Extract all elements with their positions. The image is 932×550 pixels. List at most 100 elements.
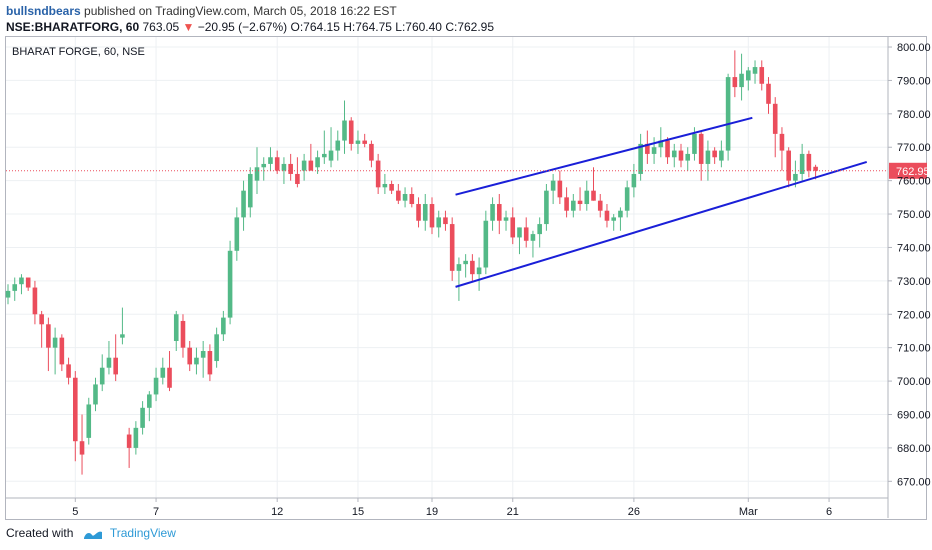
candle-body (140, 407, 145, 428)
candle-body (638, 143, 643, 174)
candle-body (160, 367, 166, 378)
candle-body (523, 227, 529, 241)
candle-body (254, 167, 260, 181)
candle-body (490, 204, 495, 221)
candle-body (530, 234, 536, 241)
candle (611, 214, 616, 231)
candle-body (12, 284, 18, 291)
candle (389, 180, 394, 195)
candle (449, 217, 455, 281)
candle (59, 334, 65, 372)
candle-body (5, 290, 11, 298)
candle-body (732, 77, 738, 88)
price-axis[interactable]: 670.00 680.00 690.00 700.00 710.00 720.00 730.… (887, 37, 931, 518)
trendlines (455, 116, 868, 288)
candle-body (402, 194, 408, 201)
candle (443, 210, 448, 231)
candle-body (517, 227, 522, 238)
time-axis[interactable]: 5 7 12 15 19 21 26 Mar 6 (6, 497, 888, 518)
candle-body (584, 190, 590, 205)
candle (247, 167, 253, 218)
y-tick-label: 680.00 (897, 443, 931, 455)
candle (624, 180, 630, 218)
candle (752, 60, 758, 84)
candle-body (86, 404, 92, 438)
candle (638, 133, 643, 181)
candle-body (813, 166, 818, 171)
candle-body (120, 334, 125, 338)
candle-body (389, 183, 394, 191)
candle (618, 207, 623, 231)
high-value: H:764.75 (343, 20, 392, 34)
candle (348, 117, 354, 151)
candle-body (241, 190, 246, 218)
y-tick-label: 730.00 (897, 276, 931, 288)
candle-body (786, 150, 791, 181)
trendline-channel-lower (455, 160, 868, 288)
candle-body (227, 250, 233, 318)
candle (301, 153, 307, 181)
candle (25, 277, 31, 291)
candle (631, 163, 637, 198)
tradingview-brand-link[interactable]: TradingView (109, 526, 176, 540)
candle (93, 377, 98, 412)
candle (133, 421, 139, 455)
candle-body (806, 153, 812, 171)
candle (221, 310, 226, 341)
current-price-line: 762.95 (6, 162, 930, 179)
candle-body (315, 157, 320, 168)
change-arrow-icon: ▼ (182, 20, 195, 34)
x-tick-label: 21 (507, 506, 519, 518)
y-tick-label: 750.00 (897, 209, 931, 221)
candle (66, 357, 71, 385)
candle-body (618, 210, 623, 218)
candle (422, 194, 428, 231)
candle (200, 340, 206, 378)
candle (456, 257, 462, 301)
candle-body (99, 367, 105, 385)
candle-body (483, 220, 489, 268)
candle (39, 310, 44, 348)
candle (429, 197, 435, 235)
candle-body (362, 140, 367, 144)
candle (19, 274, 24, 295)
candle (416, 197, 421, 228)
y-tick-label: 670.00 (897, 476, 931, 488)
candle-body (436, 217, 442, 228)
candle (322, 130, 327, 164)
candle-body (79, 441, 85, 455)
candle-body (611, 217, 616, 221)
candle-body (443, 217, 448, 225)
candle (705, 140, 711, 181)
candle (523, 217, 529, 248)
candle (73, 371, 78, 462)
candle (698, 130, 704, 181)
candle-body (746, 70, 751, 81)
candle (712, 147, 717, 164)
y-tick-label: 720.00 (897, 309, 931, 321)
candle-body (113, 357, 118, 375)
x-tick-label: 15 (352, 506, 364, 518)
candle-body (799, 153, 805, 174)
candle (227, 240, 233, 325)
candle-body (692, 133, 697, 154)
candle (557, 170, 563, 205)
candle (79, 414, 85, 475)
candle (113, 334, 118, 382)
x-tick-label: 26 (628, 506, 640, 518)
candle (120, 307, 125, 345)
candle (194, 347, 199, 375)
author-name[interactable]: bullsndbears (6, 4, 81, 18)
candle-body (510, 217, 516, 238)
candle (678, 143, 684, 168)
candle (671, 143, 677, 168)
candle (436, 210, 442, 238)
grid-lines (6, 37, 888, 498)
x-tick-label: 6 (826, 506, 832, 518)
y-tick-label: 780.00 (897, 109, 931, 121)
candle-body (247, 173, 253, 208)
candle-body (59, 337, 65, 365)
candle (187, 340, 193, 372)
candle-body (712, 150, 717, 158)
